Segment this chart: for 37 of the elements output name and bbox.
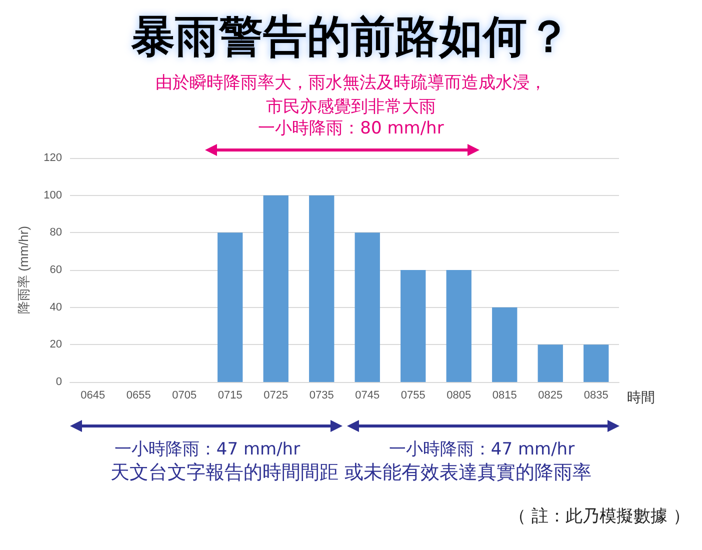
bar xyxy=(354,232,380,382)
x-tick-label: 0815 xyxy=(492,390,517,402)
bar xyxy=(263,195,288,382)
y-axis-title: 降雨率 (mm/hr) xyxy=(16,226,31,314)
bar xyxy=(446,270,472,382)
text: （ 註：此乃模擬數據 ） xyxy=(509,506,690,526)
y-tick-label: 80 xyxy=(50,226,62,239)
x-tick-label: 0805 xyxy=(446,390,472,402)
x-tick-label: 0735 xyxy=(309,390,334,402)
y-tick-label: 0 xyxy=(56,376,62,388)
text: 一小時降雨：80 mm/hr xyxy=(258,118,444,138)
bar xyxy=(400,270,426,382)
x-tick-label: 0655 xyxy=(126,390,151,402)
x-tick-label: 0705 xyxy=(172,390,197,402)
text: 一小時降雨：47 mm/hr xyxy=(114,440,300,460)
chart-title: 暴雨警告的前路如何？ xyxy=(130,12,571,62)
x-tick-label: 0745 xyxy=(355,390,380,402)
bar xyxy=(218,232,243,382)
bar xyxy=(538,344,563,382)
text: 天文台文字報告的時間間距 或未能有效表達真實的降雨率 xyxy=(110,462,592,484)
bar xyxy=(584,344,609,382)
y-tick-label: 40 xyxy=(50,301,62,314)
y-tick-label: 100 xyxy=(44,189,62,202)
x-tick-label: 0725 xyxy=(264,390,288,402)
x-tick-label: 0645 xyxy=(80,390,106,402)
bar xyxy=(309,195,334,382)
x-tick-label: 0755 xyxy=(400,390,426,402)
y-tick-label: 60 xyxy=(50,264,62,276)
x-tick-label: 0835 xyxy=(584,390,608,402)
chart-subtitle: 由於瞬時降雨率大，雨水無法及時疏導而造成水浸，市民亦感覺到非常大雨 xyxy=(156,73,546,117)
x-tick-label: 0825 xyxy=(538,390,563,402)
y-tick-label: 20 xyxy=(50,338,62,351)
y-tick-label: 120 xyxy=(44,152,62,164)
x-tick-label: 0715 xyxy=(218,390,242,402)
x-axis-title: 時間 xyxy=(627,389,655,405)
text: 一小時降雨：47 mm/hr xyxy=(388,440,575,460)
bar xyxy=(492,307,518,382)
